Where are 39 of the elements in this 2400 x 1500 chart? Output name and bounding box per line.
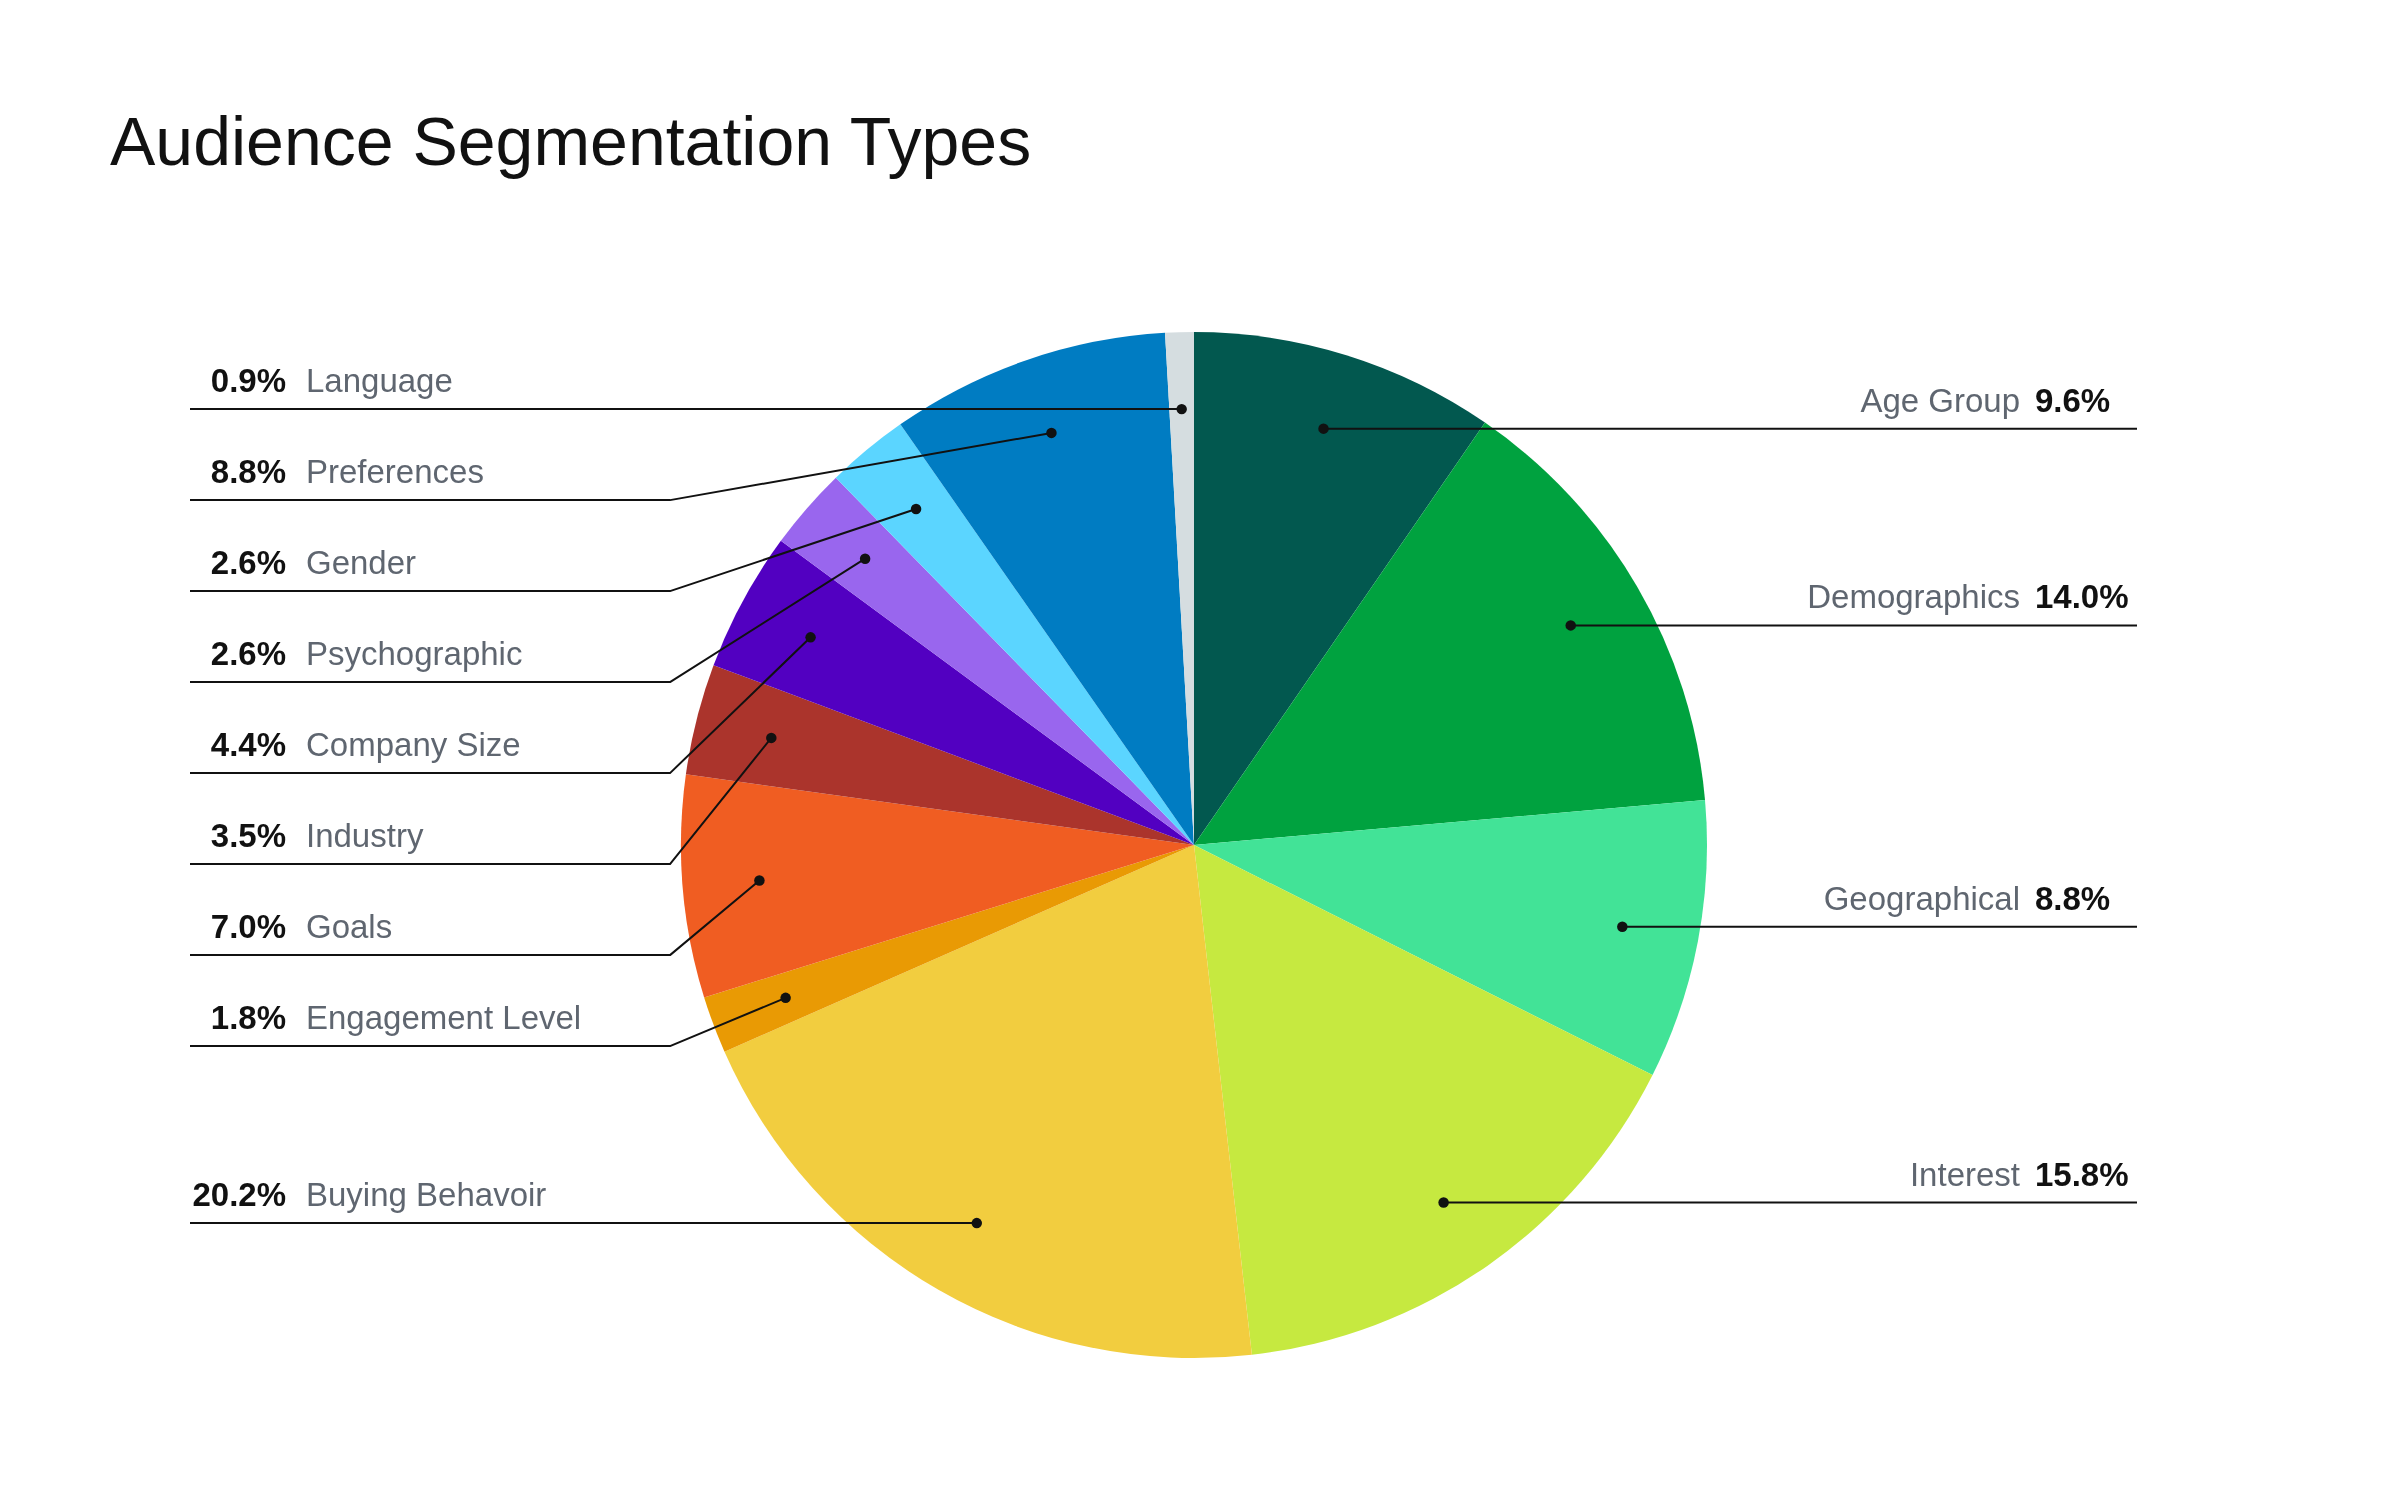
data-label: 4.4% bbox=[210, 726, 286, 764]
data-label: 7.0% bbox=[210, 908, 286, 946]
pie-slice bbox=[713, 540, 1194, 845]
slice-label: Goals bbox=[306, 908, 393, 946]
pie-slice bbox=[681, 774, 1194, 998]
slice-label: Industry bbox=[306, 817, 424, 855]
pie-slice bbox=[1194, 799, 1707, 1076]
data-label: 2.6% bbox=[210, 544, 286, 582]
pie-slice bbox=[1194, 332, 1486, 845]
chart-title: Audience Segmentation Types bbox=[110, 103, 1032, 179]
slice-label: Preferences bbox=[306, 453, 484, 491]
pie-slice bbox=[704, 845, 1194, 1052]
slice-label: Buying Behavoir bbox=[306, 1176, 547, 1214]
data-label: 8.8% bbox=[210, 453, 286, 491]
slice-label: Engagement Level bbox=[306, 999, 582, 1037]
slice-label: Gender bbox=[306, 544, 417, 582]
pie-slice bbox=[724, 845, 1252, 1358]
data-label: 9.6% bbox=[2035, 381, 2111, 419]
pie-slice bbox=[835, 424, 1194, 845]
slice-label: Psychographic bbox=[306, 635, 523, 673]
data-label: 8.8% bbox=[2035, 879, 2111, 917]
data-label: 20.2% bbox=[192, 1176, 286, 1214]
data-label: 1.8% bbox=[210, 999, 286, 1037]
data-label: 0.9% bbox=[210, 362, 286, 400]
slice-label: Age Group bbox=[1860, 381, 2020, 419]
slice-label: Interest bbox=[1909, 1155, 2020, 1193]
pie-slice bbox=[1194, 845, 1653, 1355]
pie-slice bbox=[900, 332, 1194, 845]
data-label: 3.5% bbox=[210, 817, 286, 855]
data-label: 15.8% bbox=[2035, 1155, 2129, 1193]
data-label: 14.0% bbox=[2035, 578, 2129, 616]
pie-slice bbox=[780, 477, 1194, 845]
data-label: 2.6% bbox=[210, 635, 286, 673]
slice-label: Geographical bbox=[1823, 879, 2020, 917]
slice-label: Company Size bbox=[306, 726, 521, 764]
pie-slice bbox=[1194, 422, 1706, 845]
slice-label: Language bbox=[306, 362, 453, 400]
pie-slice bbox=[685, 665, 1194, 845]
slice-label: Demographics bbox=[1807, 578, 2020, 616]
